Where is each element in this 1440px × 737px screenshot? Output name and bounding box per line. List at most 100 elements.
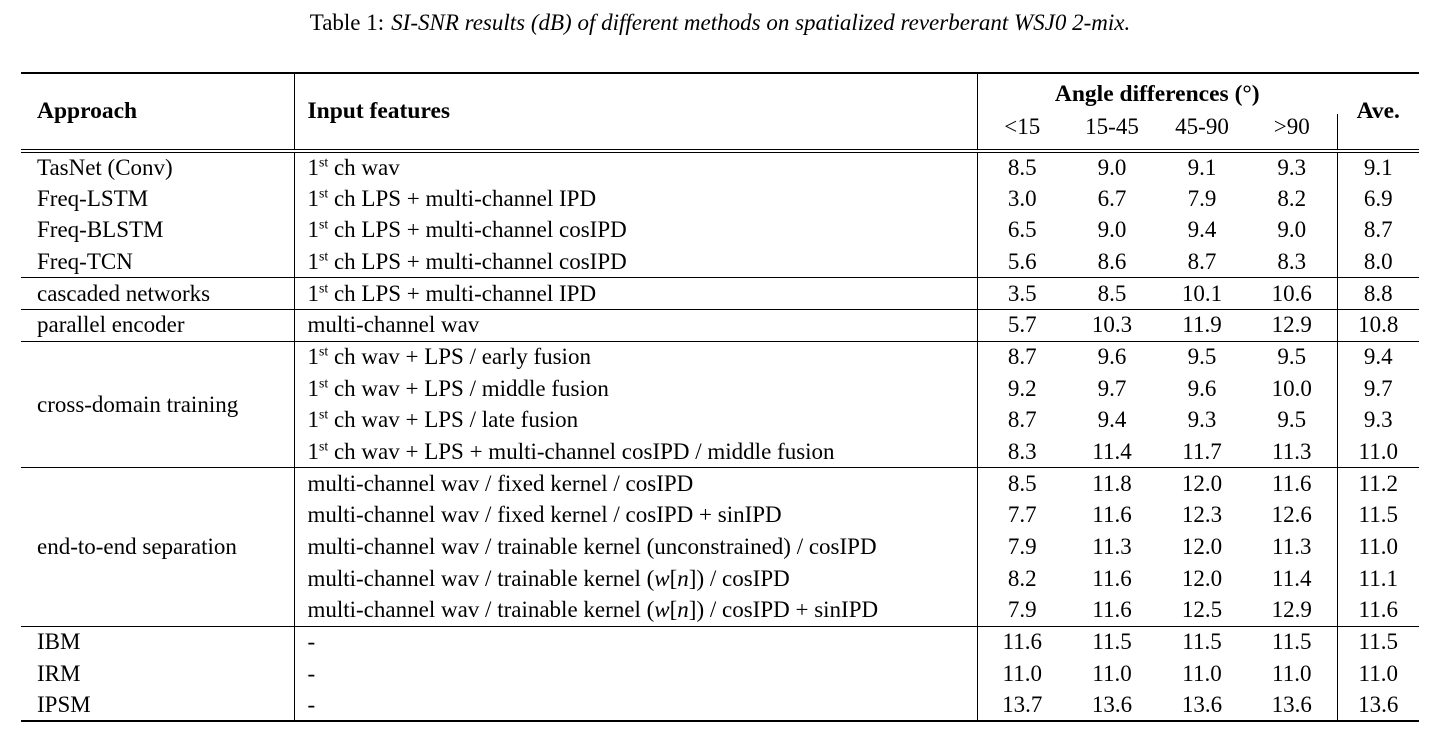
angle-value-cell: 10.6	[1247, 277, 1338, 310]
angle-value-cell: 8.5	[977, 467, 1067, 500]
input-features-cell: 1st ch LPS + multi-channel IPD	[294, 182, 978, 215]
average-value-cell: 9.1	[1363, 154, 1393, 180]
angle-value-cell: 11.5	[1157, 625, 1247, 658]
input-features-cell: multi-channel wav / fixed kernel / cosIP…	[294, 499, 978, 532]
angle-value-cell: 11.4	[1092, 438, 1132, 464]
col-header-angle-gt90: >90	[1247, 114, 1338, 153]
table-row: Freq-TCN 1st ch LPS + multi-channel cosIP…	[21, 246, 1419, 278]
input-features-cell: multi-channel wav / fixed kernel / cosIP…	[294, 467, 978, 500]
angle-value-cell: 7.9	[1007, 597, 1037, 623]
angle-value-cell: 11.5	[1067, 625, 1157, 658]
input-features-cell: -	[294, 689, 978, 722]
average-value-cell: 8.0	[1363, 248, 1393, 274]
table-row: multi-channel wav / trainable kernel (un…	[21, 531, 1419, 563]
angle-value-cell: 11.3	[1092, 534, 1132, 560]
input-features-cell: 1st ch LPS + multi-channel IPD	[294, 277, 978, 310]
input-features-cell: multi-channel wav	[294, 308, 978, 342]
approach-cell: Freq-BLSTM	[21, 214, 295, 247]
input-features-cell: -	[294, 658, 978, 690]
angle-value-cell: 7.9	[1007, 534, 1037, 560]
table-row: IPSM -13.7 13.6 13.6 13.6 13.6	[21, 689, 1419, 722]
angle-value-cell: 11.0	[1002, 660, 1042, 686]
angle-value-cell: 5.7	[977, 308, 1067, 342]
angle-value-cell: 9.6	[1067, 340, 1157, 373]
angle-value-cell: 8.2	[1007, 565, 1037, 591]
average-value-cell: 8.8	[1337, 277, 1419, 310]
angle-value-cell: 12.3	[1181, 502, 1223, 528]
average-value-cell: 11.5	[1337, 625, 1419, 658]
table-caption-label: Table 1:	[309, 10, 385, 35]
input-features-cell: 1st ch LPS + multi-channel cosIPD	[294, 214, 978, 247]
angle-value-cell: 9.3	[1247, 151, 1338, 183]
average-value-cell: 10.8	[1337, 308, 1419, 342]
angle-value-cell: 12.9	[1247, 594, 1338, 627]
input-features-cell: -	[294, 625, 978, 658]
table-row: Freq-BLSTM 1st ch LPS + multi-channel cos…	[21, 214, 1419, 247]
angle-value-cell: 6.5	[1007, 217, 1037, 243]
approach-cell: TasNet (Conv)	[21, 151, 295, 183]
average-value-cell: 11.1	[1358, 565, 1398, 591]
angle-value-cell: 11.0	[1092, 660, 1132, 686]
table-row: Freq-LSTM 1st ch LPS + multi-channel IPD 3…	[21, 182, 1419, 215]
angle-value-cell: 11.5	[1247, 625, 1338, 658]
col-header-angle-15-45: 15-45	[1067, 114, 1157, 153]
input-features-cell: 1st ch wav	[294, 151, 978, 183]
input-features-cell: 1st ch wav + LPS + multi-channel cosIPD …	[294, 436, 978, 468]
approach-group-cell: end-to-end separation	[21, 467, 295, 627]
angle-value-cell: 3.5	[977, 277, 1067, 310]
approach-cell: cascaded networks	[21, 277, 295, 310]
angle-value-cell: 11.3	[1247, 531, 1338, 563]
header-row-1: Approach Input features Angle difference…	[21, 73, 1419, 153]
table-row: TasNet (Conv) 1st ch wav 8.5 9.0 9.1 9.3 9.1	[21, 151, 1419, 183]
average-value-cell: 11.0	[1358, 660, 1398, 686]
table-row: multi-channel wav / trainable kernel (w[…	[21, 562, 1419, 595]
angle-value-cell: 12.9	[1247, 308, 1338, 342]
approach-cell: Freq-TCN	[21, 246, 295, 278]
angle-value-cell: 8.3	[1007, 438, 1037, 464]
results-table: Approach Input features Angle difference…	[21, 72, 1419, 723]
angle-value-cell: 8.5	[1007, 154, 1037, 180]
angle-value-cell: 5.6	[1007, 248, 1037, 274]
angle-value-cell: 10.1	[1157, 277, 1247, 310]
angle-value-cell: 13.7	[1002, 692, 1043, 718]
angle-value-cell: 12.5	[1181, 597, 1223, 623]
average-value-cell: 8.7	[1363, 217, 1393, 243]
angle-value-cell: 7.9	[1187, 185, 1217, 211]
angle-value-cell: 6.7	[1097, 185, 1127, 211]
col-header-approach: Approach	[21, 73, 295, 153]
input-features-cell: 1st ch LPS + multi-channel cosIPD	[294, 246, 978, 278]
angle-value-cell: 12.0	[1157, 467, 1247, 500]
angle-value-cell: 9.5	[1247, 404, 1338, 437]
angle-value-cell: 11.6	[977, 625, 1067, 658]
table-row: 1st ch wav + LPS / middle fusion 9.2 9.7 9.…	[21, 372, 1419, 405]
angle-value-cell: 11.0	[1247, 658, 1338, 690]
angle-value-cell: 12.6	[1247, 499, 1338, 532]
angle-value-cell: 11.6	[1092, 597, 1132, 623]
average-value-cell: 13.6	[1358, 692, 1399, 718]
average-value-cell: 11.5	[1358, 502, 1398, 528]
table-row: end-to-end separation multi-channel wav /…	[21, 467, 1419, 627]
table-row: IBM -11.6 11.5 11.5 11.5 11.5	[21, 625, 1419, 658]
angle-value-cell: 9.0	[1247, 214, 1338, 247]
approach-group-cell: cross-domain training	[21, 340, 295, 468]
angle-value-cell: 9.2	[1007, 375, 1037, 401]
angle-value-cell: 13.6	[1247, 689, 1338, 722]
average-value-cell: 11.0	[1358, 534, 1398, 560]
angle-value-cell: 8.5	[1067, 277, 1157, 310]
angle-value-cell: 12.0	[1181, 534, 1223, 560]
angle-value-cell: 8.2	[1247, 182, 1338, 215]
angle-value-cell: 9.0	[1097, 217, 1127, 243]
table-row: IRM -11.0 11.0 11.0 11.0 11.0	[21, 658, 1419, 690]
angle-value-cell: 9.4	[1097, 407, 1127, 433]
header-row-2: <15 15-45 45-90 >90	[21, 114, 1419, 153]
table-row: cascaded networks 1st ch LPS + multi-chan…	[21, 277, 1419, 310]
angle-value-cell: 11.0	[1182, 660, 1222, 686]
table-caption-title: SI-SNR results (dB) of different methods…	[391, 10, 1131, 35]
angle-value-cell: 11.4	[1247, 562, 1338, 595]
input-features-cell: 1st ch wav + LPS / early fusion	[294, 340, 978, 373]
average-value-cell: 9.7	[1363, 375, 1393, 401]
approach-cell: parallel encoder	[21, 308, 295, 342]
input-features-cell: multi-channel wav / trainable kernel (w[…	[294, 594, 978, 627]
angle-value-cell: 10.0	[1247, 372, 1338, 405]
approach-cell: Freq-LSTM	[21, 182, 295, 215]
